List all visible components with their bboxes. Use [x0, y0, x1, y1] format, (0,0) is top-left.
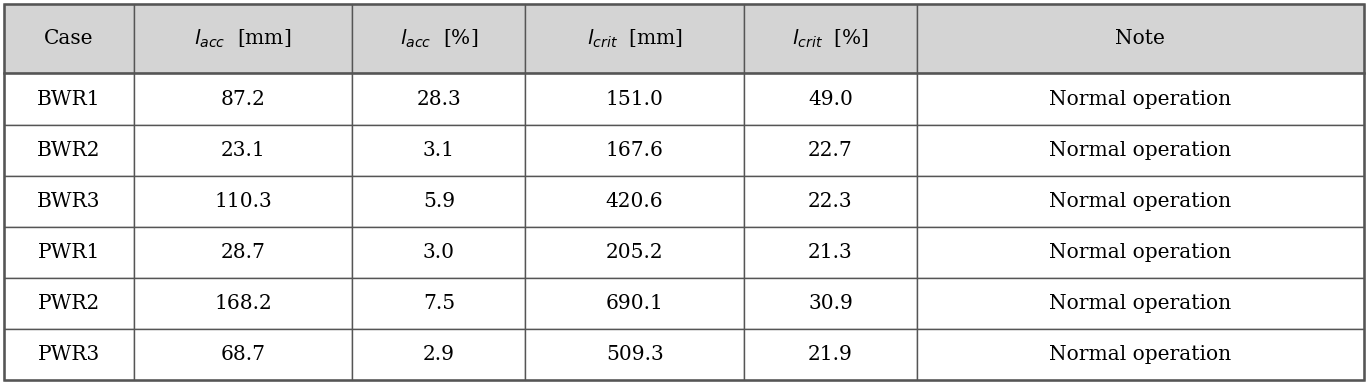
- Bar: [525, 124, 744, 176]
- Bar: [353, 227, 525, 278]
- Bar: [917, 4, 1364, 73]
- Bar: [134, 4, 353, 73]
- Text: Normal operation: Normal operation: [1049, 192, 1231, 211]
- Text: 30.9: 30.9: [808, 294, 852, 313]
- Bar: [917, 176, 1364, 227]
- Text: PWR1: PWR1: [38, 243, 100, 262]
- Text: 49.0: 49.0: [808, 89, 852, 109]
- Bar: [525, 227, 744, 278]
- Bar: [525, 278, 744, 329]
- Text: BWR3: BWR3: [37, 192, 101, 211]
- Text: 5.9: 5.9: [423, 192, 456, 211]
- Text: $\mathit{l}_{crit}$  [mm]: $\mathit{l}_{crit}$ [mm]: [587, 28, 683, 50]
- Bar: [134, 176, 353, 227]
- Text: Normal operation: Normal operation: [1049, 294, 1231, 313]
- Text: 28.7: 28.7: [220, 243, 265, 262]
- Bar: [134, 227, 353, 278]
- Text: 205.2: 205.2: [606, 243, 663, 262]
- Bar: [134, 73, 353, 124]
- Text: 110.3: 110.3: [215, 192, 272, 211]
- Text: BWR2: BWR2: [37, 141, 101, 160]
- Text: 509.3: 509.3: [606, 345, 663, 364]
- Text: 22.3: 22.3: [808, 192, 852, 211]
- Text: 28.3: 28.3: [416, 89, 461, 109]
- Bar: [4, 176, 134, 227]
- Text: 22.7: 22.7: [808, 141, 852, 160]
- Bar: [353, 4, 525, 73]
- Bar: [917, 227, 1364, 278]
- Bar: [744, 124, 917, 176]
- Text: 151.0: 151.0: [606, 89, 663, 109]
- Bar: [917, 329, 1364, 380]
- Text: 21.9: 21.9: [808, 345, 852, 364]
- Text: 167.6: 167.6: [606, 141, 663, 160]
- Text: PWR3: PWR3: [38, 345, 100, 364]
- Text: Normal operation: Normal operation: [1049, 141, 1231, 160]
- Bar: [4, 278, 134, 329]
- Bar: [134, 124, 353, 176]
- Bar: [744, 73, 917, 124]
- Text: BWR1: BWR1: [37, 89, 101, 109]
- Text: Case: Case: [44, 29, 93, 48]
- Bar: [525, 4, 744, 73]
- Text: 21.3: 21.3: [808, 243, 852, 262]
- Bar: [353, 329, 525, 380]
- Text: PWR2: PWR2: [38, 294, 100, 313]
- Bar: [744, 278, 917, 329]
- Bar: [525, 176, 744, 227]
- Text: 3.1: 3.1: [423, 141, 454, 160]
- Text: 2.9: 2.9: [423, 345, 454, 364]
- Text: $\mathit{l}_{acc}$  [%]: $\mathit{l}_{acc}$ [%]: [399, 28, 477, 50]
- Text: Normal operation: Normal operation: [1049, 345, 1231, 364]
- Text: 87.2: 87.2: [220, 89, 265, 109]
- Bar: [744, 227, 917, 278]
- Bar: [917, 278, 1364, 329]
- Bar: [4, 4, 134, 73]
- Bar: [134, 329, 353, 380]
- Text: 168.2: 168.2: [215, 294, 272, 313]
- Bar: [353, 278, 525, 329]
- Bar: [917, 124, 1364, 176]
- Text: Normal operation: Normal operation: [1049, 243, 1231, 262]
- Text: 690.1: 690.1: [606, 294, 663, 313]
- Text: 420.6: 420.6: [606, 192, 663, 211]
- Bar: [525, 329, 744, 380]
- Bar: [525, 73, 744, 124]
- Bar: [134, 278, 353, 329]
- Bar: [353, 124, 525, 176]
- Text: $\mathit{l}_{acc}$  [mm]: $\mathit{l}_{acc}$ [mm]: [194, 28, 291, 50]
- Text: 23.1: 23.1: [220, 141, 265, 160]
- Text: $\mathit{l}_{crit}$  [%]: $\mathit{l}_{crit}$ [%]: [792, 28, 869, 50]
- Bar: [4, 73, 134, 124]
- Text: 68.7: 68.7: [220, 345, 265, 364]
- Bar: [4, 227, 134, 278]
- Text: Normal operation: Normal operation: [1049, 89, 1231, 109]
- Bar: [744, 176, 917, 227]
- Bar: [353, 176, 525, 227]
- Bar: [4, 329, 134, 380]
- Bar: [744, 4, 917, 73]
- Text: 7.5: 7.5: [423, 294, 456, 313]
- Text: Note: Note: [1115, 29, 1166, 48]
- Bar: [744, 329, 917, 380]
- Bar: [353, 73, 525, 124]
- Text: 3.0: 3.0: [423, 243, 454, 262]
- Bar: [4, 124, 134, 176]
- Bar: [917, 73, 1364, 124]
